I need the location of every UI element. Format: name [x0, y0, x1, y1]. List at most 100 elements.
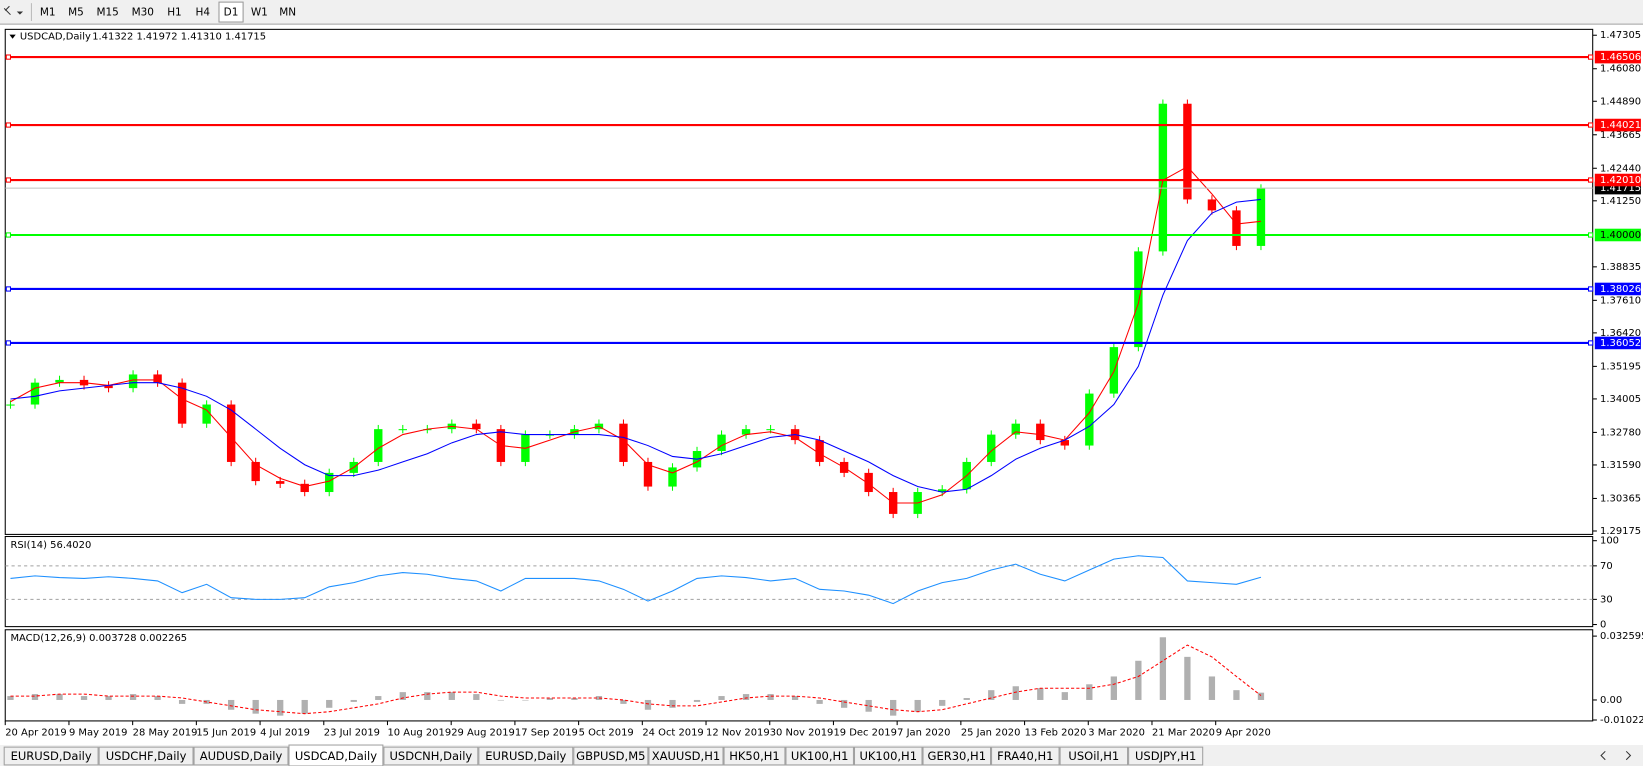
tab[interactable]: [1128, 746, 1204, 766]
macd-bar: [1086, 684, 1093, 700]
x-tick-label: 13 Feb 2020: [1025, 727, 1087, 738]
tab[interactable]: [1059, 746, 1129, 766]
tab-label[interactable]: AUDUSD,Daily: [200, 749, 283, 763]
tab-label[interactable]: USDCNH,Daily: [390, 749, 473, 763]
x-tick-label: 17 Sep 2019: [515, 727, 578, 738]
x-tick-label: 29 Aug 2019: [451, 727, 515, 738]
rsi-panel: [4, 535, 1594, 628]
level-handle[interactable]: [1587, 54, 1594, 60]
candle-body: [741, 429, 751, 435]
macd-bar: [963, 698, 970, 700]
tab-label[interactable]: XAUUSD,H1: [652, 749, 720, 763]
tab-label[interactable]: USDCHF,Daily: [106, 749, 187, 763]
tab-label[interactable]: GBPUSD,M5: [576, 749, 645, 763]
y-tick-label: 1.41250: [1600, 196, 1641, 207]
macd-bar: [718, 696, 725, 700]
signal-line: [10, 644, 1262, 715]
tab-label[interactable]: EURUSD,Daily: [11, 749, 92, 763]
dropdown-arrow[interactable]: [16, 11, 24, 15]
timeframe-button[interactable]: W1: [251, 7, 268, 19]
level-handle[interactable]: [1587, 232, 1594, 238]
tab[interactable]: [991, 746, 1060, 766]
timeframe-button[interactable]: MN: [279, 7, 296, 19]
level-price-box: [1594, 282, 1641, 296]
tab[interactable]: [98, 746, 194, 766]
macd-bar: [1037, 688, 1044, 700]
tab-label[interactable]: FRA40,H1: [997, 749, 1053, 763]
tab-label[interactable]: USOil,H1: [1068, 749, 1119, 763]
macd-bar: [105, 696, 112, 700]
candle-body: [643, 461, 653, 487]
tab[interactable]: [785, 746, 854, 766]
level-handle[interactable]: [5, 286, 12, 292]
y-tick-label: 1.43665: [1600, 130, 1641, 141]
timeframe-button[interactable]: M1: [40, 7, 56, 19]
level-handle[interactable]: [5, 232, 12, 238]
y-tick-label: 1.44890: [1600, 96, 1641, 107]
y-tick-label: 1.35195: [1600, 361, 1641, 372]
tab[interactable]: [573, 746, 649, 766]
macd-bar: [767, 694, 774, 700]
tab-label[interactable]: HK50,H1: [729, 749, 780, 763]
macd-bar: [1061, 692, 1068, 700]
level-handle[interactable]: [5, 54, 12, 60]
tab[interactable]: [922, 746, 992, 766]
level-handle[interactable]: [1587, 122, 1594, 128]
macd-bar: [890, 699, 897, 716]
candle-body: [1036, 423, 1045, 441]
level-handle[interactable]: [5, 177, 12, 183]
tab-label[interactable]: EURUSD,Daily: [485, 749, 566, 763]
timeframe-button[interactable]: H1: [167, 7, 182, 19]
x-tick-label: 7 Jan 2020: [897, 727, 950, 738]
y-tick-label: -0.010227: [1600, 715, 1643, 726]
candle-body: [423, 429, 432, 431]
candle-body: [1158, 103, 1168, 252]
collapse-arrow[interactable]: [9, 34, 16, 39]
level-handle[interactable]: [5, 122, 12, 128]
timeframe-button[interactable]: M15: [96, 7, 118, 19]
x-tick-label: 5 Oct 2019: [579, 727, 634, 738]
level-handle[interactable]: [5, 340, 12, 346]
macd-bar: [80, 696, 88, 700]
x-tick-label: 3 Mar 2020: [1088, 727, 1145, 738]
tab[interactable]: [193, 746, 289, 766]
tab[interactable]: [723, 746, 786, 766]
x-tick-label: 4 Jul 2019: [260, 727, 310, 738]
tab[interactable]: [478, 746, 574, 766]
timeframe-button[interactable]: H4: [195, 7, 210, 19]
timeframe-button[interactable]: D1: [224, 7, 239, 19]
tab-label[interactable]: UK100,H1: [791, 749, 849, 763]
tool-icon[interactable]: [3, 5, 11, 16]
tab-label[interactable]: USDJPY,H1: [1135, 749, 1196, 763]
timeframe-active[interactable]: [218, 1, 244, 23]
toolbar: [0, 0, 1643, 25]
level-price-label: 1.36052: [1600, 338, 1641, 349]
macd-bar: [546, 698, 554, 700]
x-tick-label: 9 Apr 2020: [1216, 727, 1271, 738]
tab-label[interactable]: USDCAD,Daily: [295, 749, 377, 763]
tab[interactable]: [853, 746, 923, 766]
chart-window: [0, 25, 1643, 746]
timeframe-button[interactable]: M30: [132, 7, 154, 19]
level-handle[interactable]: [1587, 340, 1594, 346]
x-tick-label: 10 Aug 2019: [387, 727, 451, 738]
candle-body: [55, 379, 64, 383]
tab-label[interactable]: UK100,H1: [859, 749, 917, 763]
timeframe-button[interactable]: M5: [68, 7, 84, 19]
level-handle[interactable]: [1587, 286, 1594, 292]
tab-label[interactable]: GER30,H1: [928, 749, 987, 763]
tab-scroll[interactable]: [1600, 750, 1632, 761]
x-tick-label: 25 Jan 2020: [961, 727, 1021, 738]
tab[interactable]: [648, 746, 724, 766]
tab[interactable]: [3, 746, 99, 766]
level-handle[interactable]: [1587, 177, 1594, 183]
tab[interactable]: [383, 746, 479, 766]
main-panel: [4, 28, 1594, 535]
candle-body: [1256, 188, 1266, 246]
y-tick-label: 1.37610: [1600, 295, 1641, 306]
macd-bar: [277, 699, 284, 716]
moving-average: [10, 165, 1262, 504]
macd-bar: [178, 699, 186, 704]
candle-body: [104, 385, 113, 389]
